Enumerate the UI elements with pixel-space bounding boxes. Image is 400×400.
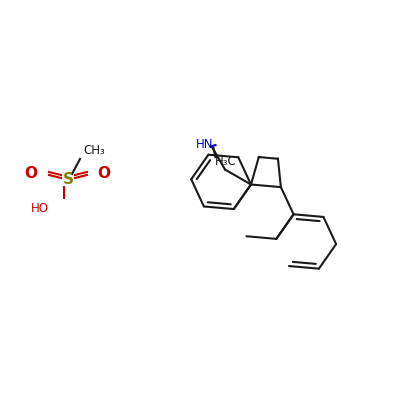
Text: O: O <box>24 166 37 182</box>
Text: HO: HO <box>31 202 49 214</box>
Text: H₃C: H₃C <box>214 155 236 168</box>
Text: HN: HN <box>196 138 214 151</box>
Text: CH₃: CH₃ <box>83 144 105 156</box>
Text: S: S <box>62 172 74 188</box>
Text: O: O <box>97 166 110 182</box>
